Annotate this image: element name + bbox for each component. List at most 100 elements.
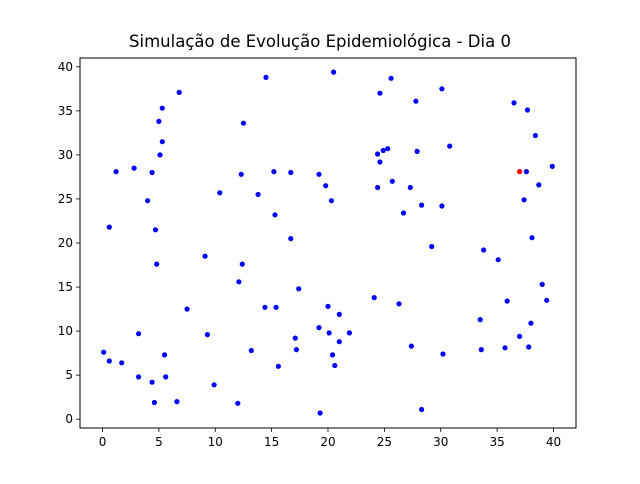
healthy-point	[113, 169, 119, 175]
healthy-point	[375, 184, 381, 191]
healthy-point	[408, 343, 414, 349]
healthy-point	[328, 198, 334, 204]
healthy-point	[119, 360, 125, 366]
healthy-point	[154, 261, 160, 267]
x-tick-label: 35	[489, 435, 504, 449]
healthy-point	[385, 146, 391, 152]
healthy-point	[326, 330, 332, 336]
y-axis: 0 5 10 15 20 25 30 35 40	[58, 60, 80, 426]
healthy-point	[495, 257, 501, 263]
healthy-point	[419, 202, 425, 208]
infected-point	[517, 169, 523, 175]
x-tick-label: 10	[208, 435, 223, 449]
healthy-point	[161, 352, 168, 358]
healthy-point	[400, 210, 407, 216]
y-tick-label: 35	[58, 104, 73, 118]
healthy-point	[262, 304, 268, 310]
healthy-point	[414, 148, 420, 154]
healthy-point	[239, 261, 245, 267]
healthy-point	[156, 118, 162, 124]
healthy-point	[159, 105, 165, 111]
healthy-point	[526, 344, 532, 350]
healthy-point	[174, 399, 180, 405]
y-tick-label: 5	[65, 368, 73, 382]
healthy-point	[478, 347, 484, 353]
x-tick-label: 20	[320, 435, 335, 449]
healthy-point	[275, 363, 281, 369]
x-tick-label: 0	[99, 435, 107, 449]
healthy-point	[184, 306, 190, 312]
healthy-point	[481, 247, 487, 253]
y-tick-label: 20	[58, 236, 73, 250]
healthy-point	[145, 198, 151, 204]
healthy-point	[377, 90, 383, 96]
healthy-point	[329, 352, 336, 358]
plot-frame	[79, 57, 577, 429]
healthy-point	[544, 297, 550, 303]
data-points	[101, 69, 555, 416]
healthy-point	[240, 120, 247, 126]
healthy-point	[271, 169, 277, 175]
healthy-point	[248, 347, 254, 354]
healthy-point	[380, 147, 386, 154]
healthy-point	[447, 143, 453, 149]
healthy-point	[502, 345, 508, 351]
healthy-point	[377, 159, 383, 165]
healthy-point	[389, 178, 395, 184]
y-tick-label: 40	[58, 60, 73, 74]
healthy-point	[336, 311, 342, 317]
healthy-point	[106, 224, 112, 230]
healthy-point	[539, 281, 545, 287]
healthy-point	[331, 69, 337, 75]
healthy-point	[152, 227, 159, 233]
y-tick-label: 15	[58, 280, 73, 294]
x-axis: 0 5 10 15 20 25 30 35 40	[99, 428, 561, 449]
chart-title: Simulação de Evolução Epidemiológica - D…	[129, 32, 511, 51]
healthy-point	[346, 330, 352, 336]
healthy-point	[316, 171, 322, 177]
healthy-point	[388, 75, 394, 81]
healthy-point	[131, 165, 137, 171]
healthy-point	[255, 191, 261, 198]
healthy-point	[151, 399, 157, 406]
y-tick-label: 30	[58, 148, 73, 162]
healthy-point	[375, 151, 381, 157]
x-tick-label: 15	[264, 435, 279, 449]
healthy-point	[532, 132, 539, 139]
healthy-point	[429, 243, 435, 250]
healthy-point	[296, 286, 302, 292]
healthy-point	[149, 169, 155, 176]
healthy-point	[157, 152, 163, 158]
healthy-point	[136, 331, 142, 337]
healthy-point	[517, 333, 523, 339]
healthy-point	[323, 183, 329, 189]
x-tick-label: 25	[377, 435, 392, 449]
healthy-point	[477, 317, 483, 323]
healthy-point	[336, 339, 342, 345]
healthy-point	[549, 163, 555, 169]
healthy-point	[288, 169, 294, 176]
healthy-point	[407, 184, 413, 191]
healthy-point	[217, 190, 223, 196]
healthy-point	[263, 74, 269, 80]
healthy-point	[332, 362, 338, 369]
healthy-point	[396, 301, 402, 307]
healthy-point	[528, 320, 534, 326]
healthy-point	[325, 303, 331, 309]
healthy-point	[316, 325, 322, 331]
healthy-point	[439, 203, 445, 209]
healthy-point	[235, 400, 241, 406]
healthy-point	[521, 197, 527, 203]
healthy-point	[292, 335, 298, 341]
healthy-point	[211, 382, 217, 388]
healthy-point	[529, 235, 535, 241]
healthy-point	[288, 236, 294, 242]
healthy-point	[159, 139, 165, 145]
healthy-point	[238, 171, 244, 177]
x-tick-label: 30	[433, 435, 448, 449]
healthy-point	[523, 169, 530, 175]
healthy-point	[136, 374, 142, 380]
healthy-point	[163, 374, 169, 380]
plot-area	[80, 58, 576, 428]
